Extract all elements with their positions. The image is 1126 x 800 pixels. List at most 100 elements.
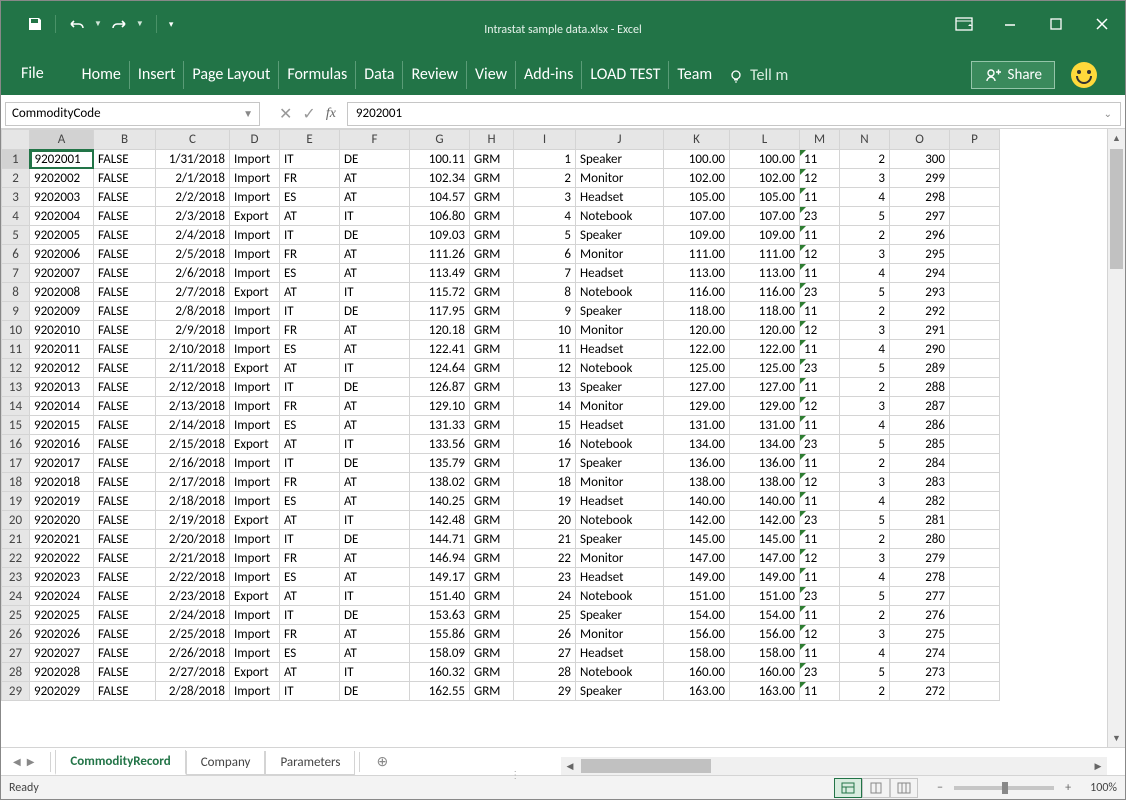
- cell[interactable]: [950, 340, 1000, 359]
- cell[interactable]: 9202003: [30, 188, 94, 207]
- cell[interactable]: ES: [280, 644, 340, 663]
- cell[interactable]: 10: [514, 321, 576, 340]
- cell[interactable]: DE: [340, 682, 410, 701]
- cell[interactable]: 11: [800, 378, 840, 397]
- cell[interactable]: 113.00: [664, 264, 730, 283]
- cell[interactable]: 22: [514, 549, 576, 568]
- cell[interactable]: 5: [840, 587, 890, 606]
- cell[interactable]: 131.33: [410, 416, 470, 435]
- cell[interactable]: Import: [230, 549, 280, 568]
- cell[interactable]: AT: [280, 207, 340, 226]
- cell[interactable]: 4: [840, 340, 890, 359]
- cell[interactable]: 107.00: [730, 207, 800, 226]
- tell-me[interactable]: Tell m: [720, 62, 796, 89]
- cell[interactable]: [950, 245, 1000, 264]
- cell[interactable]: AT: [340, 321, 410, 340]
- cell[interactable]: 291: [890, 321, 950, 340]
- cell[interactable]: 289: [890, 359, 950, 378]
- row-header[interactable]: 24: [2, 587, 30, 606]
- cell[interactable]: 9202029: [30, 682, 94, 701]
- cell[interactable]: FR: [280, 549, 340, 568]
- cell[interactable]: FALSE: [94, 625, 156, 644]
- cell[interactable]: 120.00: [664, 321, 730, 340]
- cell[interactable]: 1: [514, 150, 576, 169]
- col-header-I[interactable]: I: [514, 130, 576, 150]
- cell[interactable]: FALSE: [94, 302, 156, 321]
- row-header[interactable]: 16: [2, 435, 30, 454]
- cell[interactable]: Headset: [576, 644, 664, 663]
- ribbon-tab-page-layout[interactable]: Page Layout: [184, 61, 279, 89]
- cell[interactable]: 107.00: [664, 207, 730, 226]
- cell[interactable]: FALSE: [94, 340, 156, 359]
- cell[interactable]: Headset: [576, 188, 664, 207]
- cell[interactable]: IT: [280, 226, 340, 245]
- cell[interactable]: Speaker: [576, 682, 664, 701]
- col-header-J[interactable]: J: [576, 130, 664, 150]
- cell[interactable]: 9202010: [30, 321, 94, 340]
- cell[interactable]: ES: [280, 188, 340, 207]
- cell[interactable]: 1/31/2018: [156, 150, 230, 169]
- cell[interactable]: 2/17/2018: [156, 473, 230, 492]
- cell[interactable]: 9202027: [30, 644, 94, 663]
- row-header[interactable]: 13: [2, 378, 30, 397]
- cell[interactable]: 29: [514, 682, 576, 701]
- cell[interactable]: 2/3/2018: [156, 207, 230, 226]
- cell[interactable]: FALSE: [94, 188, 156, 207]
- cell[interactable]: 105.00: [730, 188, 800, 207]
- row-header[interactable]: 19: [2, 492, 30, 511]
- cell[interactable]: AT: [340, 264, 410, 283]
- cell[interactable]: 158.09: [410, 644, 470, 663]
- cell[interactable]: 126.87: [410, 378, 470, 397]
- cell[interactable]: 277: [890, 587, 950, 606]
- page-layout-view-button[interactable]: [862, 778, 890, 798]
- cell[interactable]: Headset: [576, 340, 664, 359]
- cell[interactable]: 282: [890, 492, 950, 511]
- cell[interactable]: FALSE: [94, 378, 156, 397]
- cell[interactable]: 2: [840, 226, 890, 245]
- cell[interactable]: GRM: [470, 378, 514, 397]
- cell[interactable]: 3: [840, 321, 890, 340]
- cell[interactable]: 288: [890, 378, 950, 397]
- col-header-C[interactable]: C: [156, 130, 230, 150]
- sheet-tab-company[interactable]: Company: [186, 751, 266, 775]
- cell[interactable]: 118.00: [730, 302, 800, 321]
- cell[interactable]: 160.00: [730, 663, 800, 682]
- cell[interactable]: 2/12/2018: [156, 378, 230, 397]
- cell[interactable]: [950, 549, 1000, 568]
- cell[interactable]: 2/19/2018: [156, 511, 230, 530]
- cell[interactable]: 9202021: [30, 530, 94, 549]
- col-header-O[interactable]: O: [890, 130, 950, 150]
- cell[interactable]: 145.00: [730, 530, 800, 549]
- cell[interactable]: 2/27/2018: [156, 663, 230, 682]
- cell[interactable]: Notebook: [576, 511, 664, 530]
- cell[interactable]: 296: [890, 226, 950, 245]
- cell[interactable]: 163.00: [730, 682, 800, 701]
- cell[interactable]: 138.02: [410, 473, 470, 492]
- ribbon-tab-formulas[interactable]: Formulas: [279, 61, 356, 89]
- cell[interactable]: IT: [280, 606, 340, 625]
- name-box-dropdown-icon[interactable]: ▼: [243, 107, 253, 120]
- cell[interactable]: [950, 682, 1000, 701]
- cell[interactable]: 5: [840, 207, 890, 226]
- cell[interactable]: 11: [800, 264, 840, 283]
- cell[interactable]: 129.00: [664, 397, 730, 416]
- cell[interactable]: 12: [800, 397, 840, 416]
- cell[interactable]: 3: [840, 625, 890, 644]
- cell[interactable]: FALSE: [94, 226, 156, 245]
- cell[interactable]: AT: [340, 169, 410, 188]
- cell[interactable]: Speaker: [576, 530, 664, 549]
- cell[interactable]: Import: [230, 378, 280, 397]
- cell[interactable]: [950, 644, 1000, 663]
- cell[interactable]: GRM: [470, 302, 514, 321]
- cell[interactable]: 144.71: [410, 530, 470, 549]
- cell[interactable]: 280: [890, 530, 950, 549]
- cell[interactable]: 283: [890, 473, 950, 492]
- cell[interactable]: 25: [514, 606, 576, 625]
- col-header-D[interactable]: D: [230, 130, 280, 150]
- row-header[interactable]: 29: [2, 682, 30, 701]
- row-header[interactable]: 15: [2, 416, 30, 435]
- cell[interactable]: 156.00: [664, 625, 730, 644]
- cell[interactable]: [950, 359, 1000, 378]
- cell[interactable]: Import: [230, 416, 280, 435]
- cell[interactable]: 9202024: [30, 587, 94, 606]
